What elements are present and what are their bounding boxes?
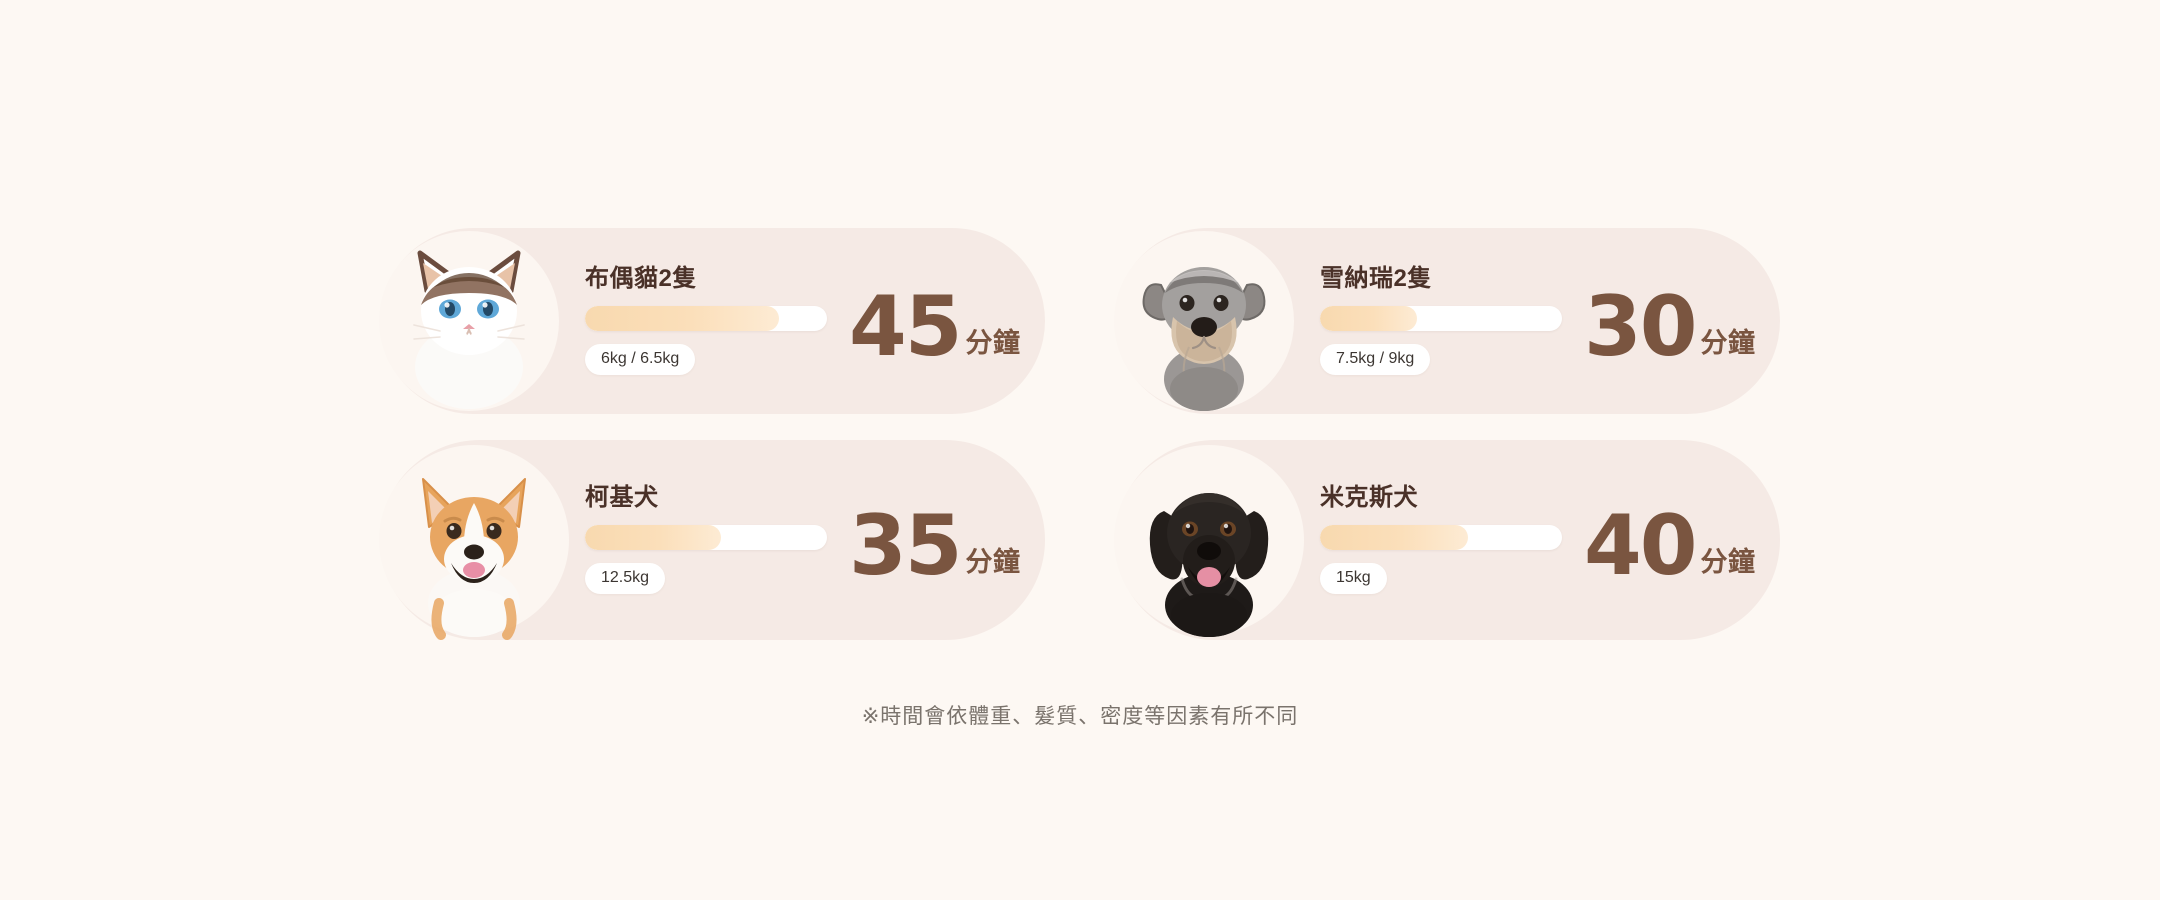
pet-name: 米克斯犬 [1320, 484, 1418, 511]
pet-card[interactable]: 雪納瑞2隻 7.5kg / 9kg 30 分鐘 [1114, 228, 1780, 414]
time-unit: 分鐘 [965, 546, 1021, 577]
corgi-dog-icon [399, 463, 549, 640]
card-info: 柯基犬 12.5kg [585, 486, 833, 594]
time-value: 45 [849, 277, 963, 375]
pet-card-grid: 布偶貓2隻 6kg / 6.5kg 45 分鐘 [379, 228, 1780, 640]
pet-name: 雪納瑞2隻 [1320, 265, 1432, 292]
progress-bar-fill [1320, 306, 1417, 331]
schnauzer-dog-icon [1129, 239, 1279, 411]
time-value: 40 [1584, 496, 1698, 594]
pet-name: 布偶貓2隻 [585, 265, 697, 292]
time-value: 30 [1584, 277, 1698, 375]
pet-card[interactable]: 布偶貓2隻 6kg / 6.5kg 45 分鐘 [379, 228, 1045, 414]
avatar [379, 445, 569, 640]
time-value: 35 [849, 496, 963, 594]
card-info: 米克斯犬 15kg [1320, 486, 1568, 594]
card-content: 柯基犬 12.5kg 35 分鐘 [585, 440, 1045, 640]
time-unit: 分鐘 [1700, 546, 1756, 577]
avatar [1114, 445, 1304, 637]
progress-bar[interactable] [585, 525, 827, 550]
progress-bar[interactable] [585, 306, 827, 331]
labrador-dog-icon [1134, 463, 1284, 637]
time-block: 30 分鐘 [1584, 277, 1756, 375]
time-block: 45 分鐘 [849, 277, 1021, 375]
avatar [379, 231, 559, 411]
time-block: 35 分鐘 [849, 496, 1021, 594]
progress-bar-fill [585, 525, 721, 550]
progress-bar[interactable] [1320, 306, 1562, 331]
time-unit: 分鐘 [1700, 327, 1756, 358]
footnote: ※時間會依體重、髮質、密度等因素有所不同 [861, 705, 1299, 728]
card-info: 布偶貓2隻 6kg / 6.5kg [585, 267, 833, 375]
weight-badge: 12.5kg [585, 563, 666, 594]
card-content: 雪納瑞2隻 7.5kg / 9kg 30 分鐘 [1320, 228, 1780, 414]
pet-card[interactable]: 米克斯犬 15kg 40 分鐘 [1114, 440, 1780, 640]
weight-badge: 7.5kg / 9kg [1320, 344, 1431, 375]
card-info: 雪納瑞2隻 7.5kg / 9kg [1320, 267, 1568, 375]
card-content: 米克斯犬 15kg 40 分鐘 [1320, 440, 1780, 640]
progress-bar-fill [1320, 525, 1468, 550]
card-content: 布偶貓2隻 6kg / 6.5kg 45 分鐘 [585, 228, 1045, 414]
weight-badge: 6kg / 6.5kg [585, 344, 696, 375]
progress-bar-fill [585, 306, 779, 331]
time-block: 40 分鐘 [1584, 496, 1756, 594]
pet-name: 柯基犬 [585, 484, 659, 511]
time-unit: 分鐘 [965, 327, 1021, 358]
progress-bar[interactable] [1320, 525, 1562, 550]
pet-card[interactable]: 柯基犬 12.5kg 35 分鐘 [379, 440, 1045, 640]
ragdoll-cat-icon [394, 239, 544, 409]
avatar [1114, 231, 1294, 411]
weight-badge: 15kg [1320, 563, 1387, 594]
